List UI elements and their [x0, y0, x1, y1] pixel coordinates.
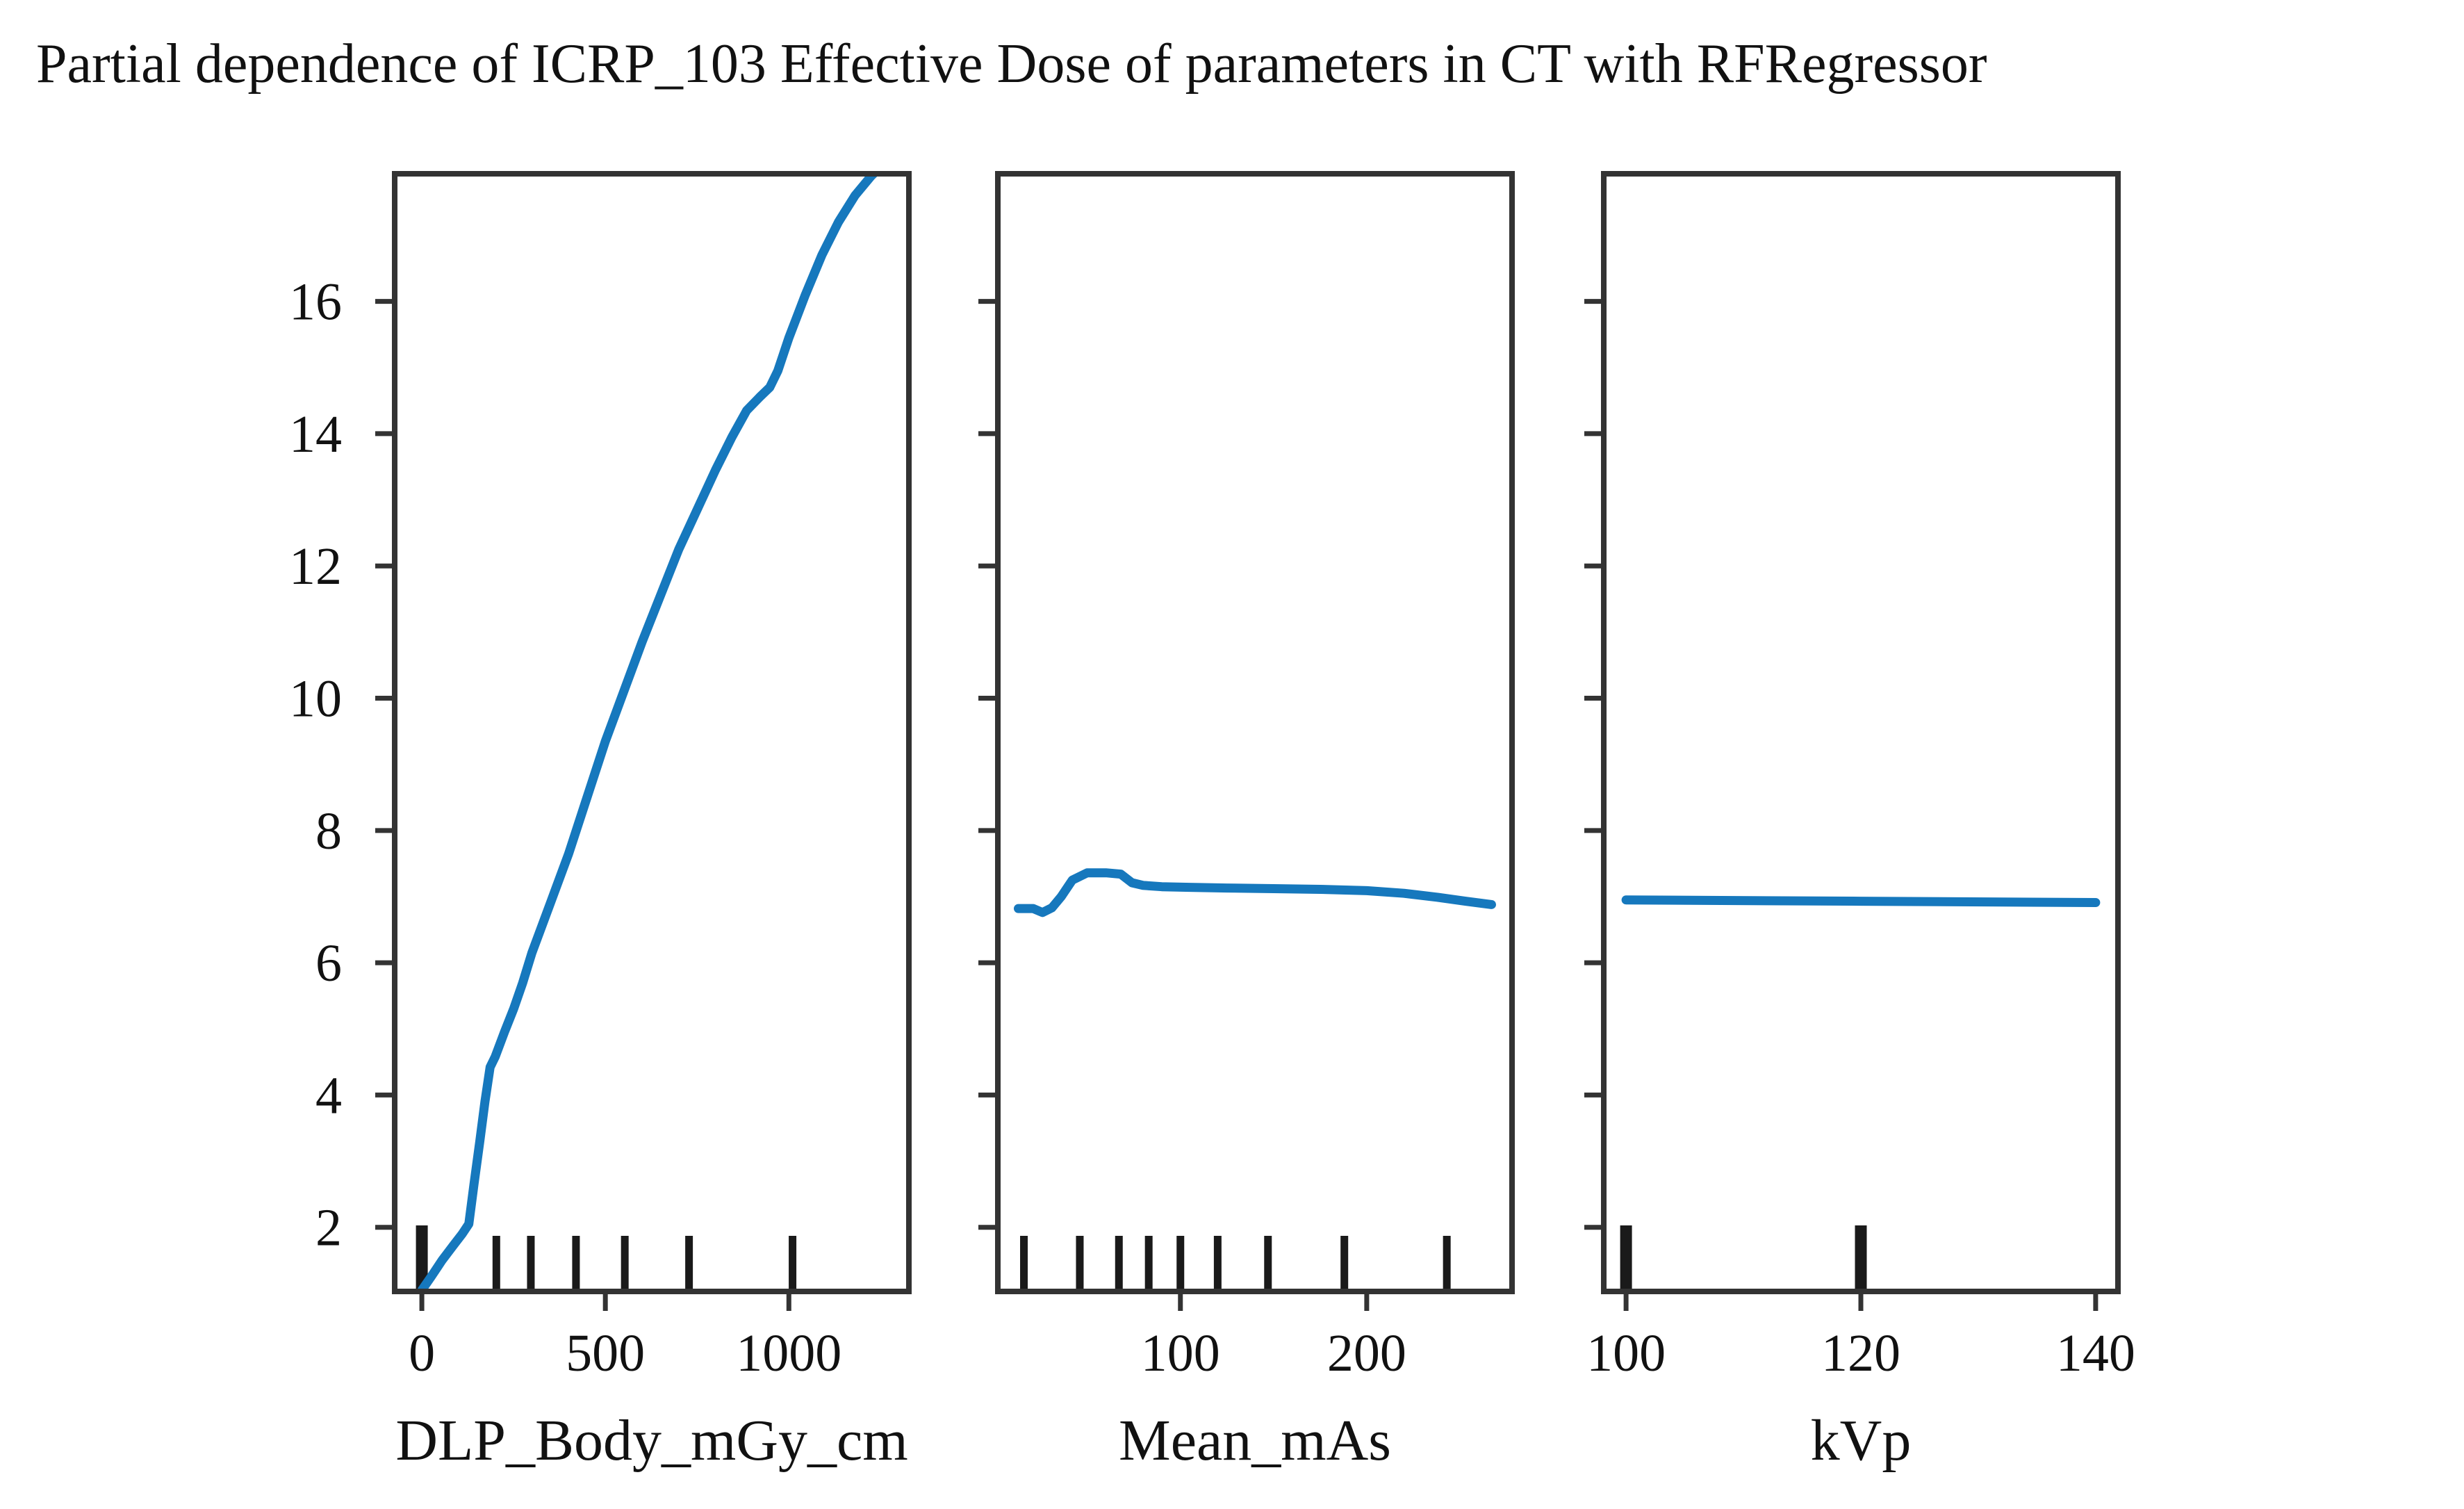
x-tick-label: 0 [409, 1324, 435, 1382]
pd-line [1621, 895, 2101, 907]
x-axis-label: DLP_Body_mGy_cm [395, 1408, 907, 1473]
pd-line [1014, 868, 1496, 917]
subplot-mean-mas: 100 200 Mean_mAs [978, 171, 1515, 1473]
x-axis-label: Mean_mAs [1119, 1408, 1391, 1473]
x-tick-label: 100 [1586, 1324, 1666, 1382]
y-tick-label: 4 [315, 1066, 342, 1125]
y-tick-label: 16 [289, 273, 342, 332]
y-tick-label: 12 [289, 537, 342, 596]
y-tick-label: 6 [315, 934, 342, 993]
y-tick-label: 2 [315, 1199, 342, 1257]
axes-frame [995, 171, 1515, 1294]
x-tick-label: 1000 [736, 1324, 841, 1382]
y-tick-label: 10 [289, 670, 342, 728]
x-tick-label: 100 [1141, 1324, 1220, 1382]
y-tick-label: 8 [315, 802, 342, 860]
x-tick-label: 200 [1327, 1324, 1406, 1382]
subplot-dlp-body-mgy-cm: 0 500 1000 2 4 6 8 10 12 14 16 DLP_Body_mGy_cm [289, 171, 912, 1473]
y-tick-label: 14 [289, 405, 342, 464]
x-axis-label: kVp [1811, 1408, 1912, 1473]
x-tick-label: 120 [1821, 1324, 1900, 1382]
pd-line [417, 174, 880, 1291]
figure-title: Partial dependence of ICRP_103 Effective… [36, 33, 1987, 95]
axes-frame [392, 171, 912, 1294]
subplots-group: 0 500 1000 2 4 6 8 10 12 14 16 DLP_Body_mGy_cm 100 20… [289, 171, 2135, 1473]
axes-frame [1601, 171, 2121, 1294]
x-tick-label: 140 [2056, 1324, 2135, 1382]
x-tick-label: 500 [566, 1324, 645, 1382]
subplot-kvp: 100 120 140 kVp [1584, 171, 2135, 1473]
